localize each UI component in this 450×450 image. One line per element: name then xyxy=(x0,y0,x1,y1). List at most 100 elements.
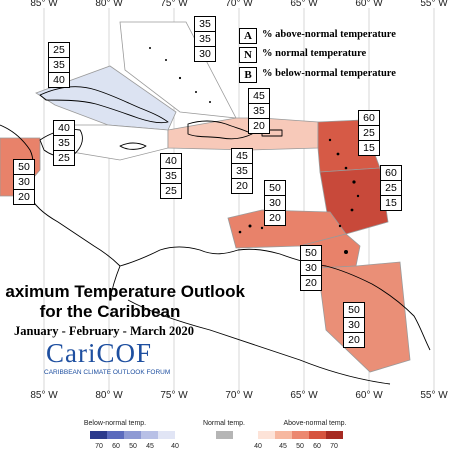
lon-label-top: 70° W xyxy=(225,0,253,9)
prob-box-cuba: 25 35 40 xyxy=(48,42,70,88)
prob-below: 40 xyxy=(53,74,65,86)
prob-above: 25 xyxy=(49,43,69,58)
south-america-coast xyxy=(119,246,431,351)
prob-box-windward: 60 25 15 xyxy=(380,165,402,211)
lon-label-top: 80° W xyxy=(95,0,123,9)
prob-normal: 30 xyxy=(265,196,285,211)
puerto-rico-outline xyxy=(261,129,283,137)
lon-label-bottom: 70° W xyxy=(225,390,253,401)
prob-above: 50 xyxy=(14,160,34,175)
lon-label-top: 55° W xyxy=(420,0,448,9)
lon-label-bottom: 75° W xyxy=(160,390,188,401)
island-dot xyxy=(350,208,354,212)
island-dot xyxy=(248,224,252,228)
legend-swatch-above xyxy=(292,431,309,439)
prob-below: 20 xyxy=(305,277,317,289)
lon-label-top: 85° W xyxy=(30,0,58,9)
prob-above: 40 xyxy=(54,121,74,136)
prob-normal: 35 xyxy=(161,169,181,184)
lon-label-bottom: 85° W xyxy=(30,390,58,401)
island-dot xyxy=(238,230,242,234)
prob-above: 45 xyxy=(249,89,269,104)
island-dot xyxy=(178,76,182,80)
island-dot xyxy=(328,138,332,142)
key-letter-a: A xyxy=(239,28,257,44)
prob-normal: 35 xyxy=(232,164,252,179)
legend-tick-label: 60 xyxy=(112,443,120,450)
prob-below: 15 xyxy=(385,197,397,209)
prob-normal: 35 xyxy=(49,58,69,73)
logo-wordmark: CariCOF xyxy=(46,338,153,368)
island-dot xyxy=(209,101,211,103)
color-legend: Below-normal temp. Normal temp. Above-no… xyxy=(84,420,347,450)
lon-label-bottom: 55° W xyxy=(420,390,448,401)
island-dot xyxy=(195,91,197,93)
legend-above-label: Above-normal temp. xyxy=(283,420,346,427)
island-dot xyxy=(352,180,356,184)
prob-box-belize: 50 30 20 xyxy=(13,159,35,205)
island-dot xyxy=(338,224,342,228)
region-bahamas xyxy=(119,21,237,119)
prob-below: 30 xyxy=(199,48,211,60)
island-dot xyxy=(149,47,151,49)
logo-subtext: CARIBBEAN CLIMATE OUTLOOK FORUM xyxy=(44,369,171,376)
map-subtitle: for the Caribbean xyxy=(39,302,181,321)
prob-box-bahamas: 35 35 30 xyxy=(194,16,216,62)
legend-normal-label: Normal temp. xyxy=(203,420,245,427)
legend-swatch-normal xyxy=(216,431,233,439)
island-dot xyxy=(344,250,348,254)
prob-box-guianas: 50 30 20 xyxy=(343,302,365,348)
legend-swatch-below xyxy=(158,431,175,439)
forecast-period: January - February - March 2020 xyxy=(14,324,194,338)
legend-swatch-above xyxy=(275,431,292,439)
legend-tick-label: 45 xyxy=(146,443,154,450)
prob-normal: 35 xyxy=(54,136,74,151)
prob-below: 15 xyxy=(363,142,375,154)
legend-tick-label: 70 xyxy=(330,443,338,450)
prob-normal: 35 xyxy=(249,104,269,119)
key-text-normal: % normal temperature xyxy=(262,48,367,59)
prob-below: 20 xyxy=(236,180,248,192)
prob-normal: 30 xyxy=(14,175,34,190)
south-america-inland xyxy=(127,299,391,385)
prob-box-abc: 50 30 20 xyxy=(264,180,286,226)
prob-box-hispaniola: 45 35 20 xyxy=(231,148,253,194)
legend-tick-label: 40 xyxy=(254,443,262,450)
key-letter-b: B xyxy=(239,67,257,83)
key-letter-n: N xyxy=(239,47,257,63)
prob-normal: 25 xyxy=(359,126,379,141)
prob-normal: 25 xyxy=(381,181,401,196)
prob-below: 25 xyxy=(165,185,177,197)
prob-box-jamaica: 40 35 25 xyxy=(53,120,75,166)
legend-swatch-above xyxy=(258,431,275,439)
prob-below: 20 xyxy=(269,212,281,224)
legend-tick-label: 70 xyxy=(95,443,103,450)
legend-swatch-below xyxy=(124,431,141,439)
prob-normal: 35 xyxy=(195,32,215,47)
longitude-labels: 85° W 80° W 75° W 70° W 65° W 60° W 55° … xyxy=(30,0,448,401)
prob-above: 45 xyxy=(232,149,252,164)
legend-tick-label: 50 xyxy=(296,443,304,450)
legend-swatch-below xyxy=(107,431,124,439)
prob-box-leeward: 60 25 15 xyxy=(358,110,380,156)
key-text-above: % above-normal temperature xyxy=(262,29,396,40)
key-text-below: % below-normal temperature xyxy=(262,68,396,79)
legend-swatch-below xyxy=(141,431,158,439)
prob-box-trinidad: 50 30 20 xyxy=(300,245,322,291)
prob-normal: 30 xyxy=(344,318,364,333)
island-dot xyxy=(260,226,264,230)
cuba-outline xyxy=(39,86,169,124)
prob-below: 25 xyxy=(58,152,70,164)
prob-above: 50 xyxy=(344,303,364,318)
lon-label-bottom: 60° W xyxy=(355,390,383,401)
lon-label-top: 65° W xyxy=(290,0,318,9)
legend-swatch-below xyxy=(90,431,107,439)
legend-swatch-above xyxy=(309,431,326,439)
map-title: aximum Temperature Outlook xyxy=(5,282,245,301)
prob-above: 60 xyxy=(381,166,401,181)
prob-below: 20 xyxy=(18,191,30,203)
prob-normal: 30 xyxy=(301,261,321,276)
island-dot xyxy=(344,166,348,170)
island-dot xyxy=(336,152,340,156)
